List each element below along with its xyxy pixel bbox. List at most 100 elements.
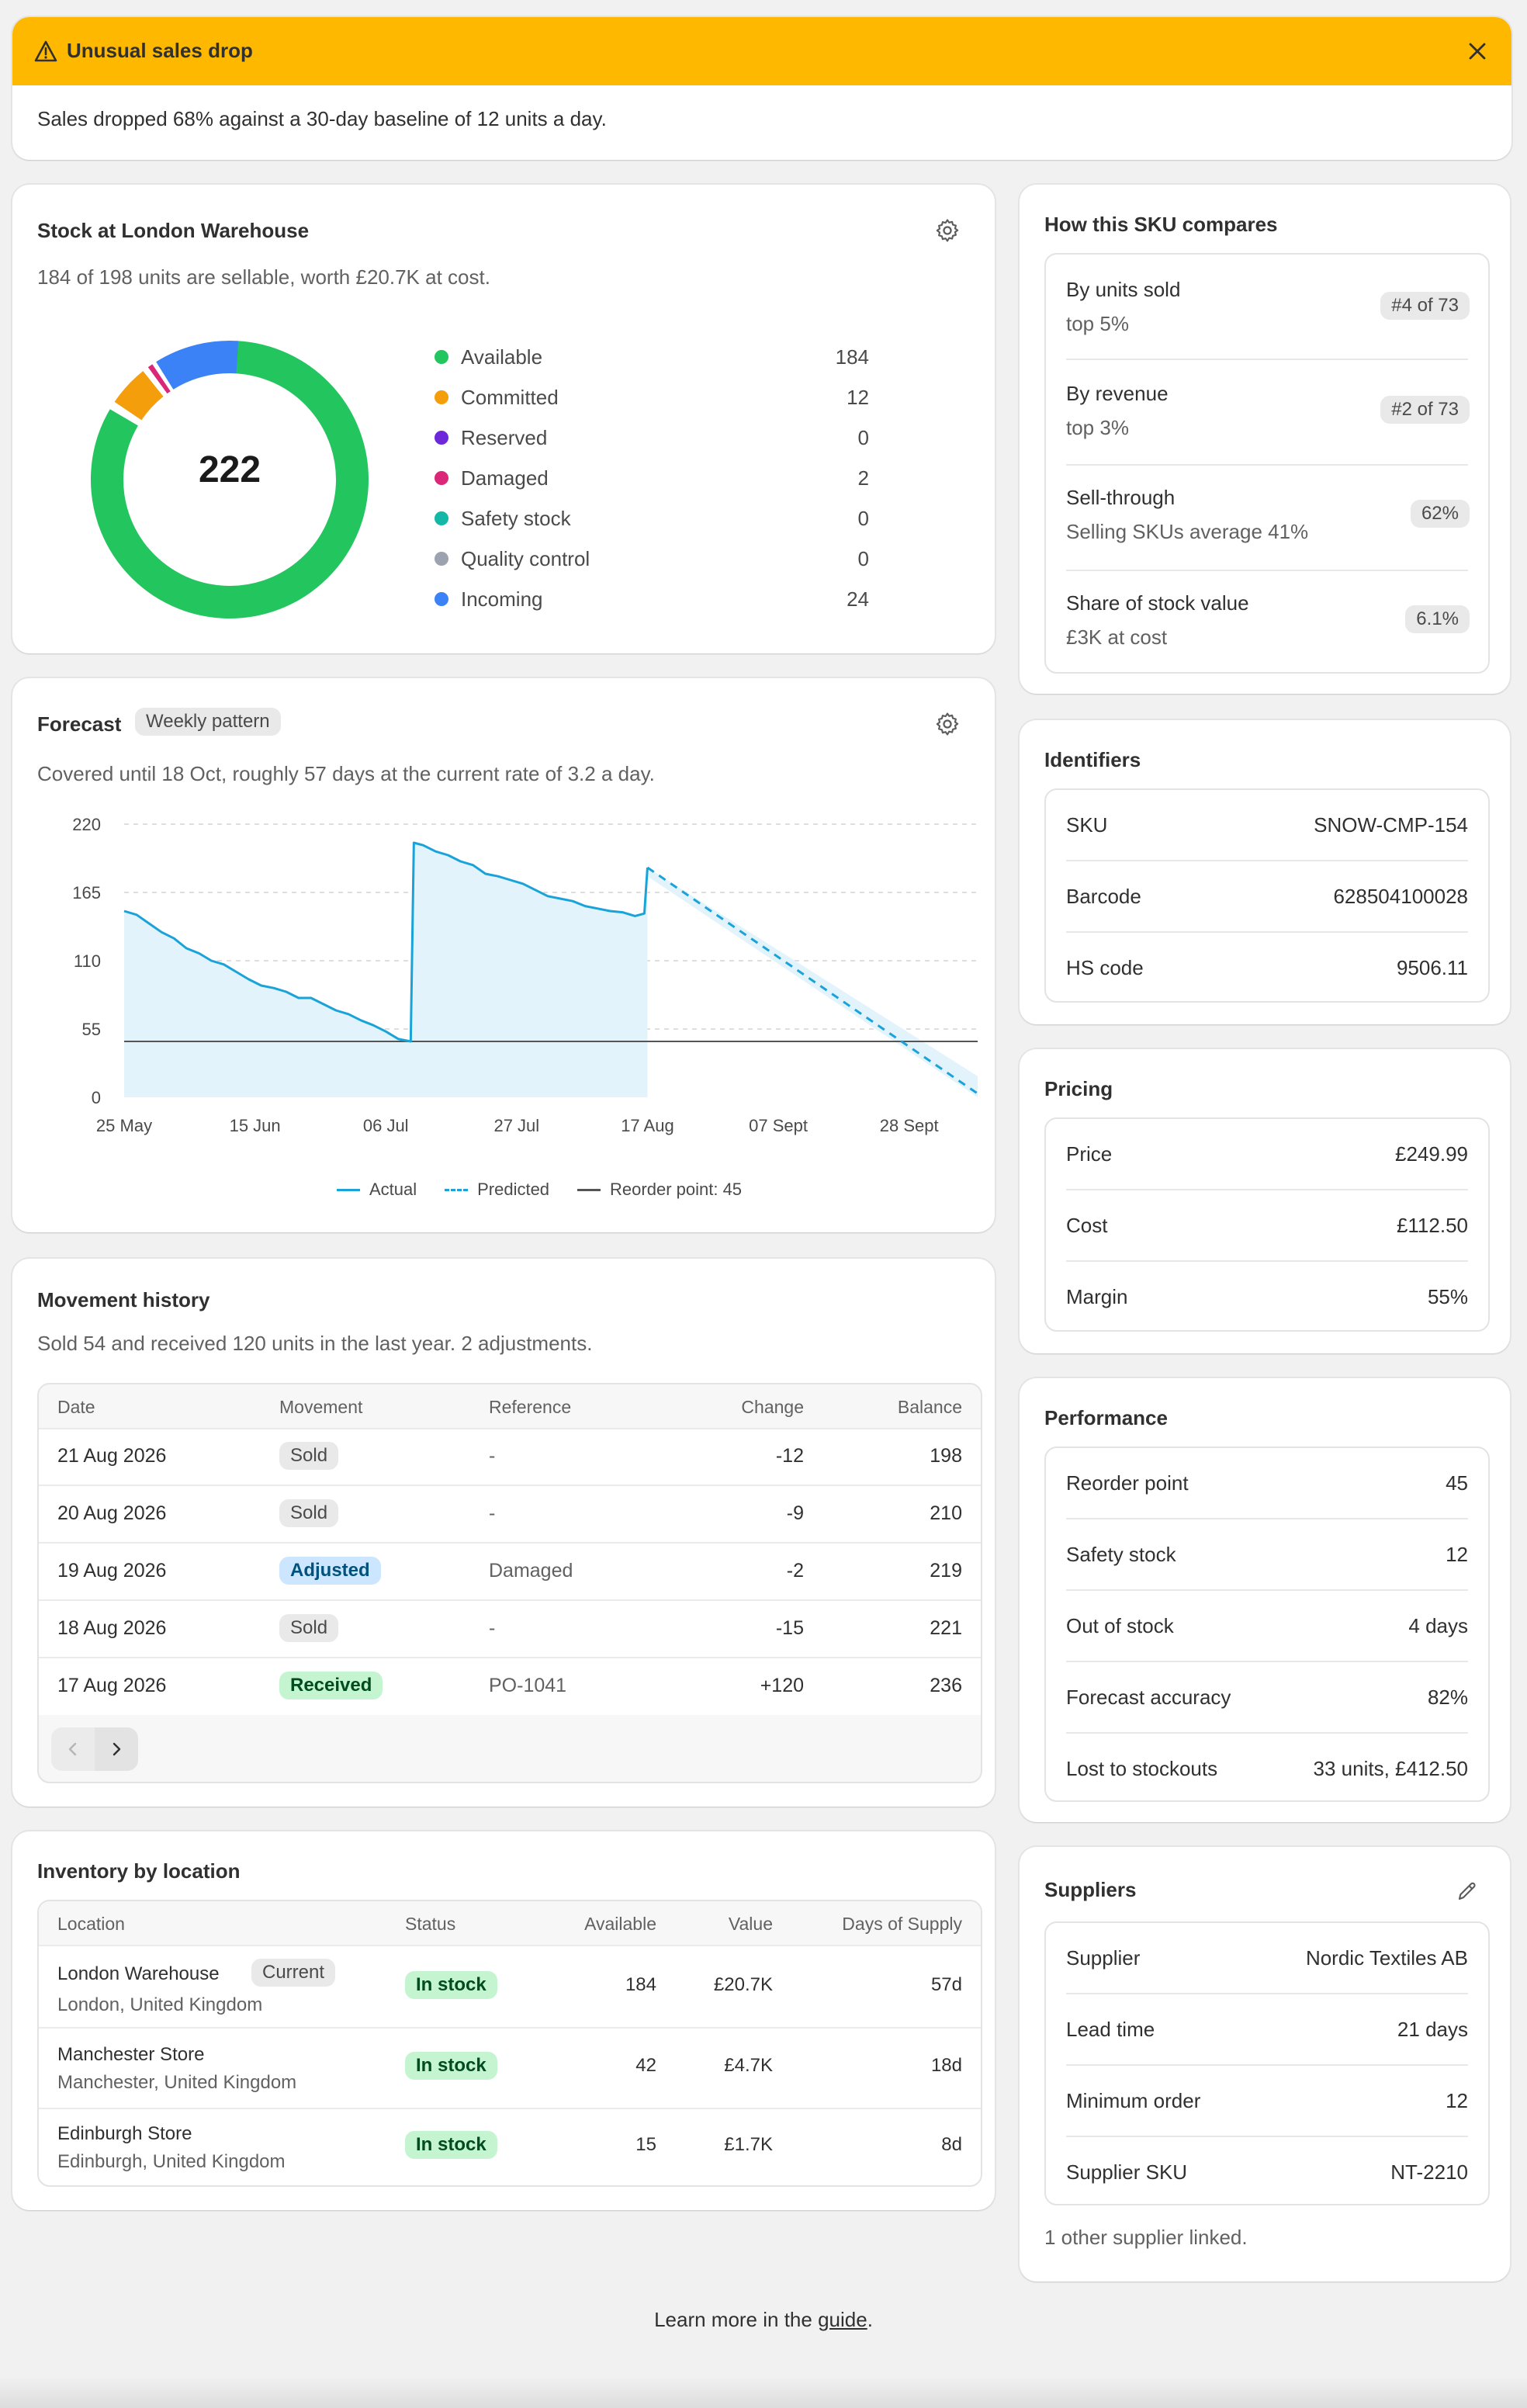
- location-name: London Warehouse: [57, 1963, 220, 1984]
- performance-list: Reorder point 45 Safety stock 12 Out of st…: [1044, 1447, 1490, 1802]
- kv-label: HS code: [1066, 955, 1144, 979]
- donut-damaged: [91, 341, 369, 618]
- actual-area: [124, 843, 648, 1097]
- row-divider: [39, 1542, 981, 1544]
- performance-row: Forecast accuracy 82%: [1046, 1662, 1488, 1732]
- bottom-shade: [0, 2377, 1527, 2408]
- row-balance: 210: [930, 1502, 962, 1524]
- x-tick-label: 17 Aug: [621, 1116, 674, 1135]
- row-divider: [1066, 1993, 1468, 1994]
- legend-value: 184: [835, 345, 869, 369]
- location-table: Location Status Available Value Days of …: [37, 1900, 982, 2187]
- rank-badge: 62%: [1410, 500, 1470, 528]
- row-date: 18 Aug 2026: [57, 1617, 167, 1639]
- rank-badge: #2 of 73: [1380, 396, 1470, 424]
- kv-label: Lost to stockouts: [1066, 1756, 1218, 1780]
- predicted-line: [646, 866, 978, 1095]
- legend-label: Committed: [461, 385, 559, 409]
- supplier-row: Supplier Nordic Textiles AB: [1046, 1923, 1488, 1993]
- warning-icon: [34, 40, 57, 62]
- legend-value: 0: [857, 506, 869, 530]
- next-page-button[interactable]: [95, 1727, 138, 1771]
- supplier-row: Minimum order 12: [1046, 2066, 1488, 2136]
- solid-line-icon: [336, 1188, 360, 1191]
- kv-label: Forecast accuracy: [1066, 1685, 1231, 1709]
- identifiers-card: Identifiers SKU SNOW-CMP-154 Barcode 62850…: [1020, 720, 1510, 1024]
- legend-row: Reserved 0: [435, 418, 869, 458]
- legend-row: Quality control 0: [435, 539, 869, 579]
- kv-value: 33 units, £412.50: [1313, 1756, 1469, 1780]
- pricing-row: Margin 55%: [1046, 1262, 1488, 1330]
- compare-label: Share of stock value: [1066, 591, 1249, 615]
- legend-row: Committed 12: [435, 377, 869, 418]
- dot-icon: [435, 350, 448, 364]
- row-change: +120: [760, 1675, 804, 1696]
- legend-predicted: Predicted: [445, 1180, 549, 1200]
- row-divider: [1066, 1732, 1468, 1734]
- legend-label: Incoming: [461, 587, 543, 611]
- movement-badge: Sold: [279, 1614, 339, 1642]
- row-divider: [1066, 2064, 1468, 2066]
- dashed-line-icon: [445, 1188, 469, 1191]
- legend-value: 24: [847, 587, 869, 611]
- location-available: 184: [625, 1974, 656, 1995]
- current-badge: Current: [251, 1959, 336, 1987]
- alert-title: Unusual sales drop: [67, 39, 253, 62]
- settings-gear-icon[interactable]: [934, 711, 961, 737]
- footer-prefix: Learn more in the: [654, 2308, 819, 2331]
- legend-label: Safety stock: [461, 506, 571, 530]
- row-balance: 219: [930, 1560, 962, 1582]
- compare-row: Sell-through Selling SKUs average 41% 62…: [1046, 466, 1488, 570]
- pricing-row: Price £249.99: [1046, 1119, 1488, 1189]
- location-title: Inventory by location: [37, 1859, 241, 1883]
- supplier-row: Supplier SKU NT-2210: [1046, 2137, 1488, 2204]
- location-value: £1.7K: [724, 2134, 773, 2155]
- row-balance: 198: [930, 1445, 962, 1467]
- table-row[interactable]: 20 Aug 2026 Sold - -9 210: [39, 1485, 981, 1543]
- solid-line-icon: [577, 1188, 601, 1191]
- row-divider: [1066, 1260, 1468, 1262]
- row-divider: [1066, 860, 1468, 861]
- supplier-row: Lead time 21 days: [1046, 1994, 1488, 2064]
- previous-page-button[interactable]: [51, 1727, 95, 1771]
- legend-value: 2: [857, 466, 869, 490]
- table-row[interactable]: 19 Aug 2026 Adjusted Damaged -2 219: [39, 1543, 981, 1600]
- table-row[interactable]: London Warehouse Current London, United …: [39, 1946, 981, 2027]
- edit-pencil-icon[interactable]: [1456, 1880, 1479, 1903]
- table-row[interactable]: 18 Aug 2026 Sold - -15 221: [39, 1600, 981, 1658]
- identifiers-list: SKU SNOW-CMP-154 Barcode 628504100028 HS c…: [1044, 788, 1490, 1003]
- dot-icon: [435, 431, 448, 445]
- stock-title: Stock at London Warehouse: [37, 219, 310, 242]
- x-tick-label: 27 Jul: [493, 1116, 539, 1135]
- col-days: Days of Supply: [842, 1914, 962, 1934]
- kv-label: SKU: [1066, 812, 1108, 837]
- forecast-card: Forecast Weekly pattern Covered until 18…: [12, 678, 995, 1232]
- row-divider: [39, 1657, 981, 1658]
- close-icon[interactable]: [1466, 40, 1488, 62]
- col-reference: Reference: [489, 1397, 572, 1417]
- location-value: £20.7K: [713, 1974, 773, 1995]
- settings-gear-icon[interactable]: [934, 217, 961, 244]
- compare-sub: top 3%: [1066, 416, 1129, 439]
- row-date: 19 Aug 2026: [57, 1560, 167, 1582]
- table-row[interactable]: Manchester Store Manchester, United King…: [39, 2029, 981, 2108]
- compare-row: By revenue top 3% #2 of 73: [1046, 360, 1488, 464]
- table-row[interactable]: 21 Aug 2026 Sold - -12 198: [39, 1428, 981, 1485]
- guide-link[interactable]: guide: [818, 2308, 867, 2331]
- location-sub: London, United Kingdom: [57, 1994, 263, 2015]
- performance-row: Out of stock 4 days: [1046, 1591, 1488, 1661]
- kv-label: Safety stock: [1066, 1542, 1176, 1566]
- col-date: Date: [57, 1397, 95, 1417]
- table-row[interactable]: 17 Aug 2026 Received PO-1041 +120 236: [39, 1658, 981, 1715]
- location-sub: Edinburgh, United Kingdom: [57, 2151, 286, 2172]
- movement-subtitle: Sold 54 and received 120 units in the la…: [37, 1332, 593, 1355]
- rank-badge: 6.1%: [1405, 605, 1470, 633]
- x-tick-label: 25 May: [96, 1116, 152, 1135]
- kv-value: 55%: [1427, 1284, 1468, 1308]
- compare-sub: £3K at cost: [1066, 625, 1168, 649]
- row-divider: [1066, 1189, 1468, 1190]
- legend-predicted-label: Predicted: [477, 1180, 550, 1199]
- location-available: 42: [635, 2055, 656, 2076]
- row-divider: [39, 2027, 981, 2029]
- table-row[interactable]: Edinburgh Store Edinburgh, United Kingdo…: [39, 2109, 981, 2185]
